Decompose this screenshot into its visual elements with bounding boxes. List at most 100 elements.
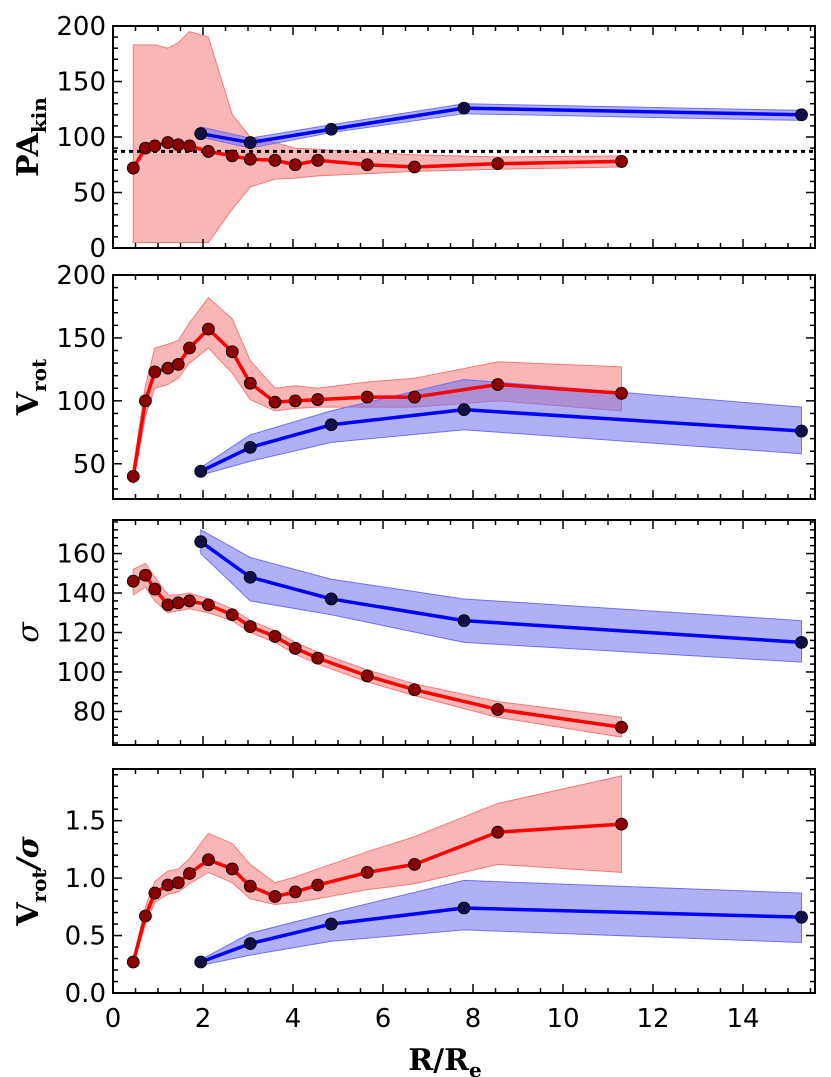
data-point-blue: [243, 441, 257, 454]
x-tick-label: 10: [546, 1004, 579, 1034]
panel-vrot: 50 100 150 200 Vrot: [11, 261, 816, 500]
data-point-blue: [324, 122, 338, 136]
y-axis-label: PAkin: [11, 97, 51, 177]
panel-frame: [112, 274, 816, 500]
y-axis-label-main: V: [11, 391, 46, 416]
data-point-red: [148, 886, 162, 900]
y-tick-label: 140: [56, 579, 106, 609]
data-point-red: [171, 138, 185, 152]
y-tick-label: 50: [73, 179, 106, 209]
data-point-red: [360, 158, 374, 172]
data-point-blue: [324, 418, 338, 432]
data-point-blue: [457, 614, 471, 628]
y-tick-label: 0.5: [65, 922, 106, 952]
data-point-blue: [795, 635, 808, 649]
data-point-red: [171, 596, 185, 610]
band-blue: [200, 378, 802, 476]
data-point-blue: [457, 101, 471, 115]
data-point-blue: [457, 901, 471, 915]
data-point-red: [268, 395, 282, 409]
plot-area-pa: [113, 30, 815, 243]
data-point-red: [225, 149, 239, 163]
data-point-red: [225, 345, 239, 359]
data-point-red: [161, 136, 175, 149]
data-point-red: [201, 145, 215, 158]
y-axis-label: σ: [11, 621, 46, 643]
data-point-red: [408, 857, 421, 871]
data-point-red: [288, 158, 302, 172]
y-axis-label-sub: rot: [27, 358, 51, 392]
y-tick-label: 80: [73, 697, 106, 727]
data-point-red: [183, 594, 196, 608]
panel-frame: [112, 768, 816, 994]
y-tick-label: 100: [56, 123, 106, 153]
data-point-red: [201, 853, 215, 867]
data-point-blue: [194, 464, 208, 478]
y-axis-label-sub: rot: [27, 869, 51, 903]
data-point-red: [126, 469, 140, 483]
data-point-blue: [457, 403, 471, 417]
data-point-red: [138, 568, 152, 582]
y-tick-label: 100: [56, 387, 106, 417]
data-point-blue: [243, 937, 257, 951]
data-point-red: [268, 630, 282, 643]
data-point-red: [615, 155, 628, 168]
x-tick-label: 8: [465, 1004, 482, 1034]
data-point-red: [615, 386, 628, 400]
data-point-red: [408, 390, 421, 404]
data-point-blue: [194, 535, 208, 549]
data-point-red: [138, 909, 152, 923]
x-tick-label: 6: [375, 1004, 392, 1034]
data-point-red: [171, 876, 185, 890]
data-point-red: [183, 341, 196, 355]
data-point-red: [183, 867, 196, 880]
data-point-red: [408, 160, 421, 174]
x-tick-label: 2: [195, 1004, 212, 1034]
data-point-red: [225, 862, 239, 876]
data-point-red: [148, 139, 162, 153]
data-point-blue: [243, 136, 257, 149]
panel-vsig: 0.0 0.5 1.0 1.5 Vrot/σ: [11, 768, 816, 1009]
x-axis-label-main: R/R: [408, 1043, 470, 1077]
series-line-red: [131, 140, 622, 169]
data-point-red: [491, 825, 505, 839]
data-point-red: [360, 865, 374, 879]
plot-area-sigma: [126, 529, 808, 738]
plot-area-vsig: [126, 775, 808, 969]
y-tick-label: 150: [56, 324, 106, 354]
data-point-red: [243, 620, 257, 633]
y-tick-label: 150: [56, 68, 106, 98]
data-point-blue: [324, 917, 338, 931]
band-blue: [200, 529, 802, 663]
data-point-red: [171, 357, 185, 371]
data-point-red: [311, 878, 325, 892]
x-axis-label-sub: e: [469, 1058, 482, 1077]
y-tick-label: 50: [73, 450, 106, 480]
plot-area-vrot: [126, 296, 808, 484]
y-axis-label-main: V: [11, 902, 46, 927]
data-point-blue: [194, 955, 208, 969]
data-point-red: [268, 890, 282, 903]
x-tick-label: 4: [285, 1004, 302, 1034]
data-point-red: [138, 394, 152, 408]
data-point-red: [268, 153, 282, 167]
panel-pa: 0 50 100 150 200 PAkin: [11, 12, 816, 264]
data-point-red: [311, 651, 325, 665]
data-point-red: [126, 161, 140, 175]
data-point-red: [243, 879, 257, 893]
y-axis-label: Vrot/σ: [11, 835, 51, 926]
data-point-red: [201, 322, 215, 336]
panels: 050100150200PAkin50100150200Vrot80100120…: [11, 12, 816, 1034]
panel-sigma: 80 100 120 140 160 σ: [11, 519, 816, 746]
data-point-red: [491, 703, 505, 716]
data-point-red: [243, 152, 257, 166]
y-tick-label: 1.5: [65, 807, 106, 837]
series-line-red: [131, 822, 622, 963]
data-point-red: [408, 683, 421, 697]
data-point-red: [311, 393, 325, 406]
data-point-red: [288, 641, 302, 655]
data-point-blue: [795, 424, 808, 438]
y-tick-label: 200: [56, 12, 106, 42]
data-point-red: [615, 817, 628, 831]
